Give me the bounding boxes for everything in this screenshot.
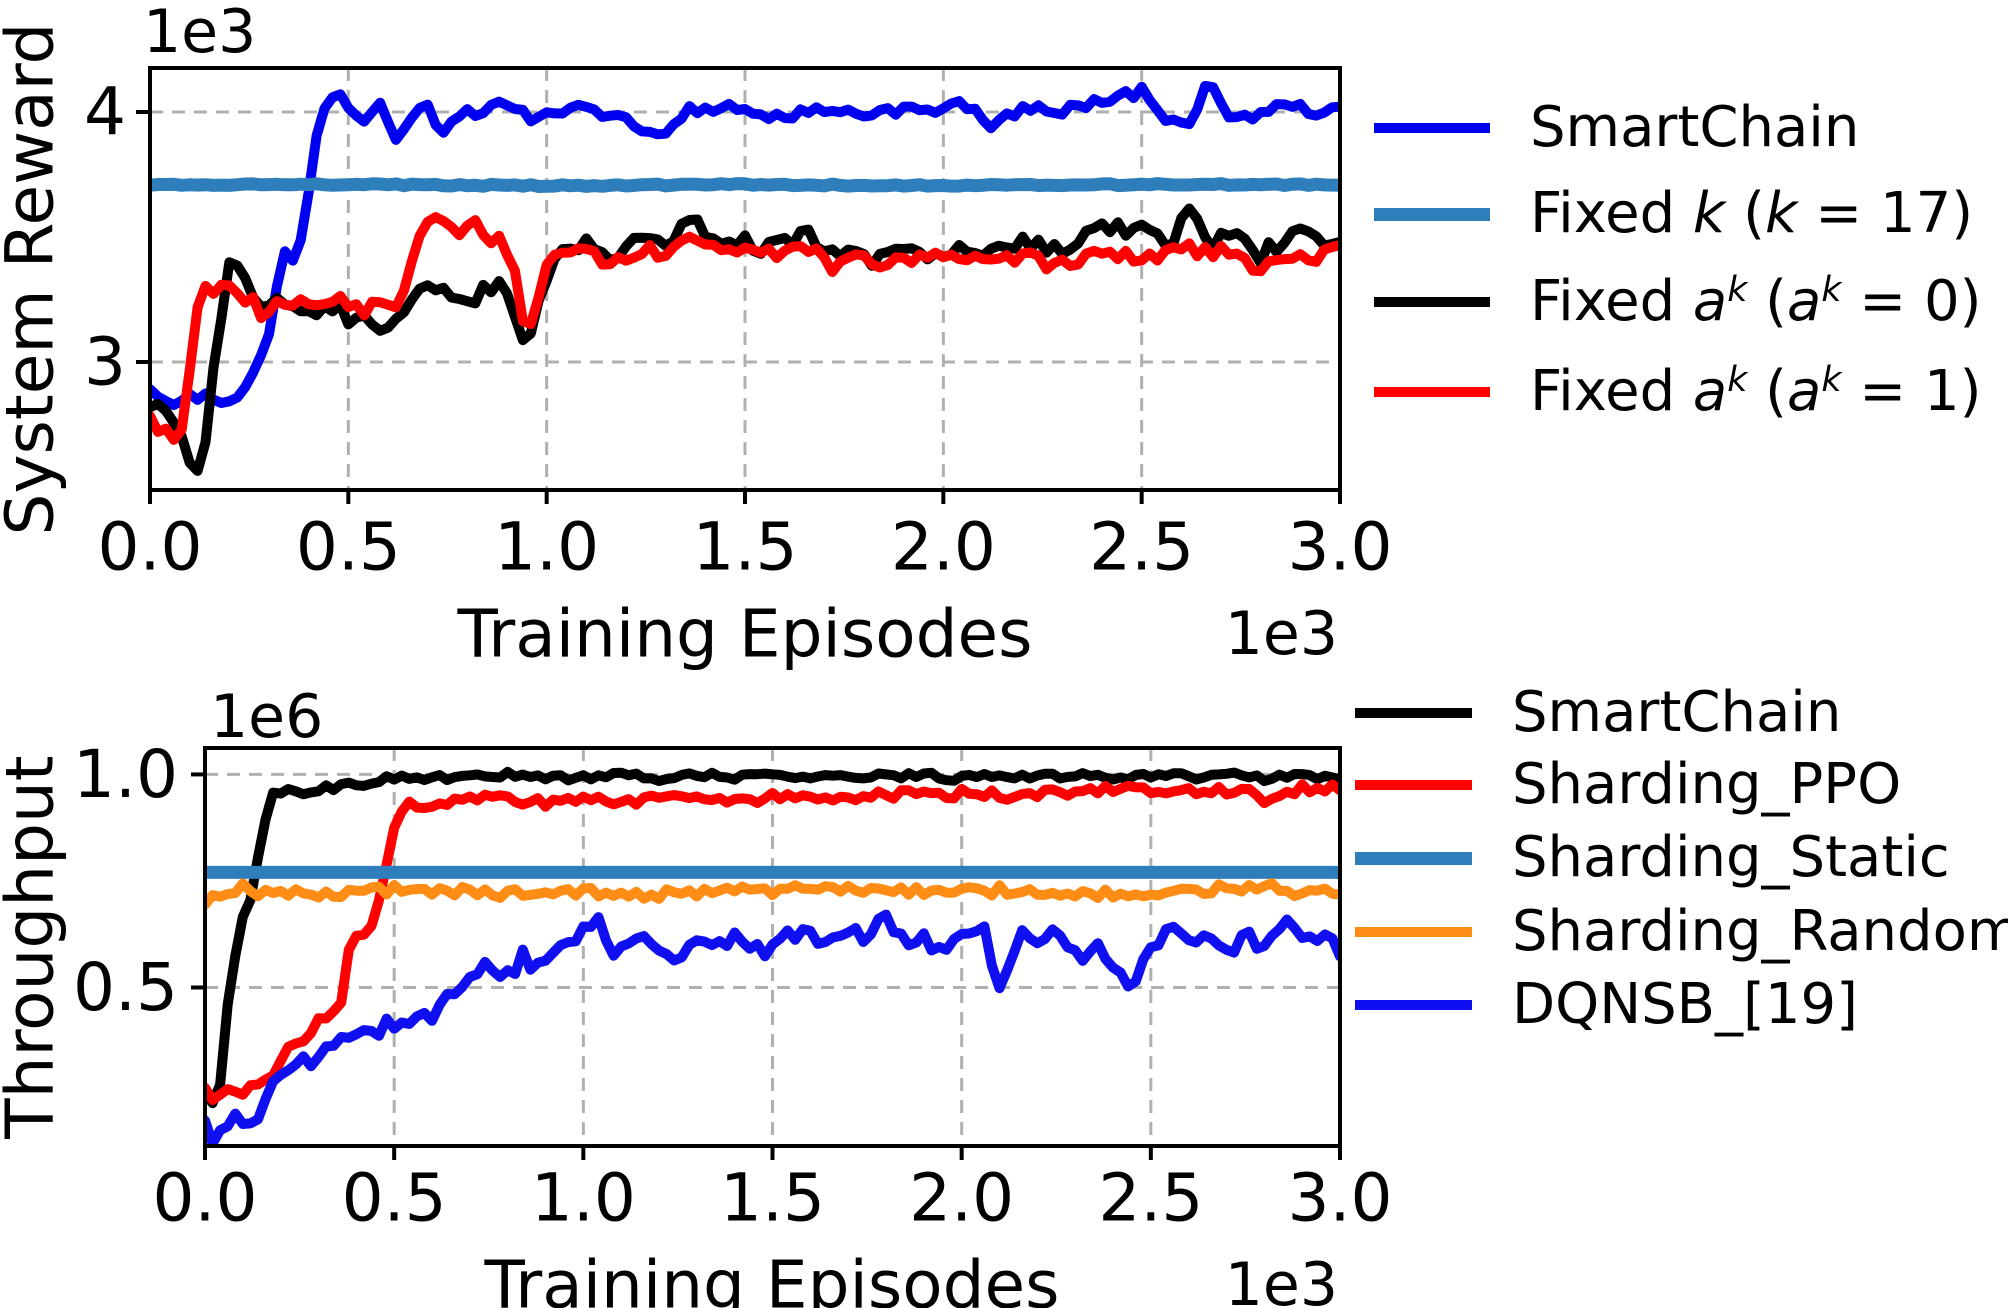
y-tick-label: 3 (84, 324, 126, 401)
series-line-sharding-ppo (205, 779, 1340, 1105)
legend-item-fixed-k-k-17-: Fixed k (k = 17) (1374, 182, 1973, 246)
legend-line-swatch (1374, 387, 1490, 397)
legend-item-smartchain: SmartChain (1355, 681, 1841, 745)
legend-line-swatch (1355, 1000, 1472, 1010)
legend-line-swatch (1374, 297, 1490, 307)
x-tick-label: 2.0 (909, 1160, 1014, 1237)
y-tick-label: 1.0 (73, 736, 178, 813)
legend-line-swatch (1355, 708, 1472, 718)
legend-label: Fixed ak (ak = 0) (1530, 269, 1982, 335)
x-axis-label: Training Episodes (484, 1247, 1060, 1308)
series-line-fixed-k-k-17- (150, 177, 1340, 193)
series-line-fixed-a-k-a-k-1- (150, 212, 1340, 445)
series-line-smartchain (205, 766, 1340, 1109)
legend-label: Sharding_Random (1512, 899, 2008, 964)
legend-item-sharding-ppo: Sharding_PPO (1355, 753, 1901, 817)
x-tick-label: 2.5 (1098, 1160, 1203, 1237)
x-tick-label: 0.0 (153, 1160, 258, 1237)
series-line-dqnsb-19- (205, 909, 1340, 1146)
legend-label: SmartChain (1512, 680, 1842, 745)
y-axis-label: Throughput (0, 755, 69, 1139)
y-tick-label: 0.5 (73, 949, 178, 1026)
legend-line-swatch (1374, 123, 1490, 133)
x-tick-label: 2.0 (891, 509, 996, 586)
legend-label: Sharding_Static (1512, 825, 1950, 890)
series-line-fixed-a-k-a-k-0- (150, 203, 1340, 476)
x-tick-label: 1.5 (693, 509, 798, 586)
x-tick-label: 3.0 (1288, 1160, 1393, 1237)
legend-item-fixed-a-a-0-: Fixed ak (ak = 0) (1374, 270, 1981, 334)
legend-item-fixed-a-a-1-: Fixed ak (ak = 1) (1374, 360, 1981, 424)
x-tick-label: 1.0 (531, 1160, 636, 1237)
y-axis-offset-text: 1e3 (143, 0, 256, 67)
y-axis-label: System Reward (0, 23, 69, 536)
legend-line-swatch (1355, 927, 1472, 937)
legend-label: Sharding_PPO (1512, 752, 1902, 817)
legend-item-smartchain: SmartChain (1374, 96, 1859, 160)
series-line-sharding-random (205, 878, 1340, 910)
legend-item-sharding-static: Sharding_Static (1355, 826, 1950, 890)
x-tick-label: 0.5 (342, 1160, 447, 1237)
legend-item-sharding-random: Sharding_Random (1355, 900, 2008, 964)
series-line-smartchain (150, 81, 1340, 410)
chart-throughput: 0.0 0.5 1.0 1.5 2.0 2.5 3.0 0.5 1.0 Training Epis… (0, 682, 1392, 1308)
y-axis-offset-text: 1e6 (210, 682, 323, 752)
legend-label: DQNSB_[19] (1512, 972, 1859, 1037)
x-tick-label: 2.5 (1089, 509, 1194, 586)
x-tick-label: 0.5 (296, 509, 401, 586)
x-tick-label: 0.0 (98, 509, 203, 586)
chart-system-reward: 0.0 0.5 1.0 1.5 2.0 2.5 3.0 3 4 Training Episodes… (0, 0, 1392, 673)
legend-line-swatch (1355, 780, 1472, 790)
y-tick-label: 4 (84, 74, 126, 151)
x-tick-label: 3.0 (1288, 509, 1393, 586)
legend-line-swatch (1355, 851, 1472, 865)
legend-label: Fixed k (k = 17) (1530, 181, 1974, 246)
legend-label: SmartChain (1530, 95, 1860, 160)
x-tick-label: 1.5 (720, 1160, 825, 1237)
x-tick-label: 1.0 (494, 509, 599, 586)
legend-line-swatch (1374, 207, 1490, 221)
x-axis-offset-text: 1e3 (1225, 1250, 1338, 1308)
x-axis-label: Training Episodes (457, 596, 1033, 673)
legend-label: Fixed ak (ak = 1) (1530, 359, 1982, 425)
legend-item-dqnsb-19-: DQNSB_[19] (1355, 973, 1858, 1037)
x-axis-offset-text: 1e3 (1225, 599, 1338, 669)
